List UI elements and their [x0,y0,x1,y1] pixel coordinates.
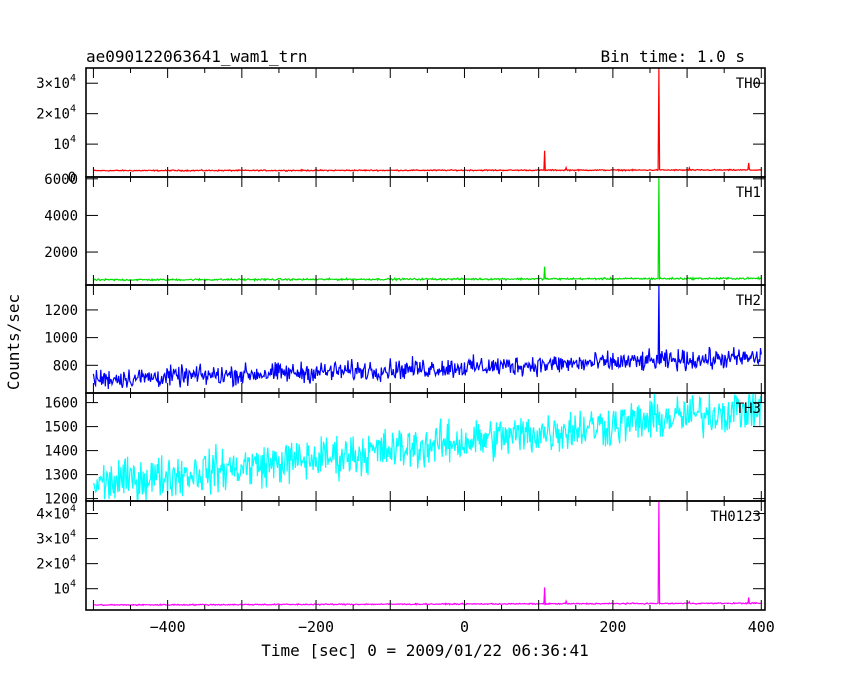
panel-th0123: 104 2×104 3×104 4×104 TH0123 [36,500,766,611]
panel-th0: 104 2×104 3×104 0 TH0 [36,67,766,186]
panel-label-th2: TH2 [736,293,761,309]
panel-label-th3: TH3 [736,401,761,417]
y-tick-label: 104 [53,134,76,153]
series-line-th0 [93,67,762,173]
panels: 1042×1043×1040TH0200040006000TH180010001… [36,67,775,636]
y-tick-label: 2×104 [36,554,76,573]
y-tick-label: 2000 [44,245,78,261]
panel-label-th0123: TH0123 [710,509,761,525]
x-tick-label: −400 [150,618,186,636]
panel-frame [85,284,766,394]
panel-label-th1: TH1 [736,185,761,201]
y-tick-label: 1200 [44,303,78,319]
x-tick-label: 200 [599,618,626,636]
panel-label-th0: TH0 [736,76,761,92]
y-tick-label: 3×104 [36,529,76,548]
series-line-th2 [92,284,762,390]
panel-frame [85,67,766,178]
y-tick-label: 1500 [44,420,78,436]
x-tick-label: −200 [298,618,334,636]
y-tick-label: 1400 [44,444,78,460]
panel-frame [85,176,766,286]
y-tick-label: 4000 [44,208,78,224]
y-tick-label: 104 [53,579,76,598]
y-axis-label: Counts/sec [4,294,23,390]
y-tick-label: 4×104 [36,504,76,523]
series-line-th3 [92,392,762,502]
bin-time-label: Bin time: 1.0 s [601,47,746,66]
x-tick-label: 0 [460,618,469,636]
y-tick-label: 2×104 [36,104,76,123]
y-tick-label: 6000 [44,172,78,188]
chart-title: ae090122063641_wam1_trn [86,47,308,66]
y-tick-label: 3×104 [36,73,76,92]
y-tick-label: 0 [68,170,76,186]
y-tick-label: 1600 [44,396,78,412]
series-line-th1 [93,176,762,282]
y-tick-label: 1200 [44,492,78,508]
x-tick-label: 400 [748,618,775,636]
panel-th2: 800 1000 1200 TH2 [44,284,766,394]
y-tick-label: 800 [53,358,78,374]
series-line-th0123 [93,500,762,607]
panel-th1: 2000 4000 6000 TH1 [44,172,766,286]
x-axis-label: Time [sec] 0 = 2009/01/22 06:36:41 [261,641,589,660]
y-tick-label: 1300 [44,468,78,484]
panel-frame [85,500,766,611]
panel-th3: 1200 1300 1400 1500 1600 TH3 [44,392,766,508]
y-tick-label: 1000 [44,331,78,347]
